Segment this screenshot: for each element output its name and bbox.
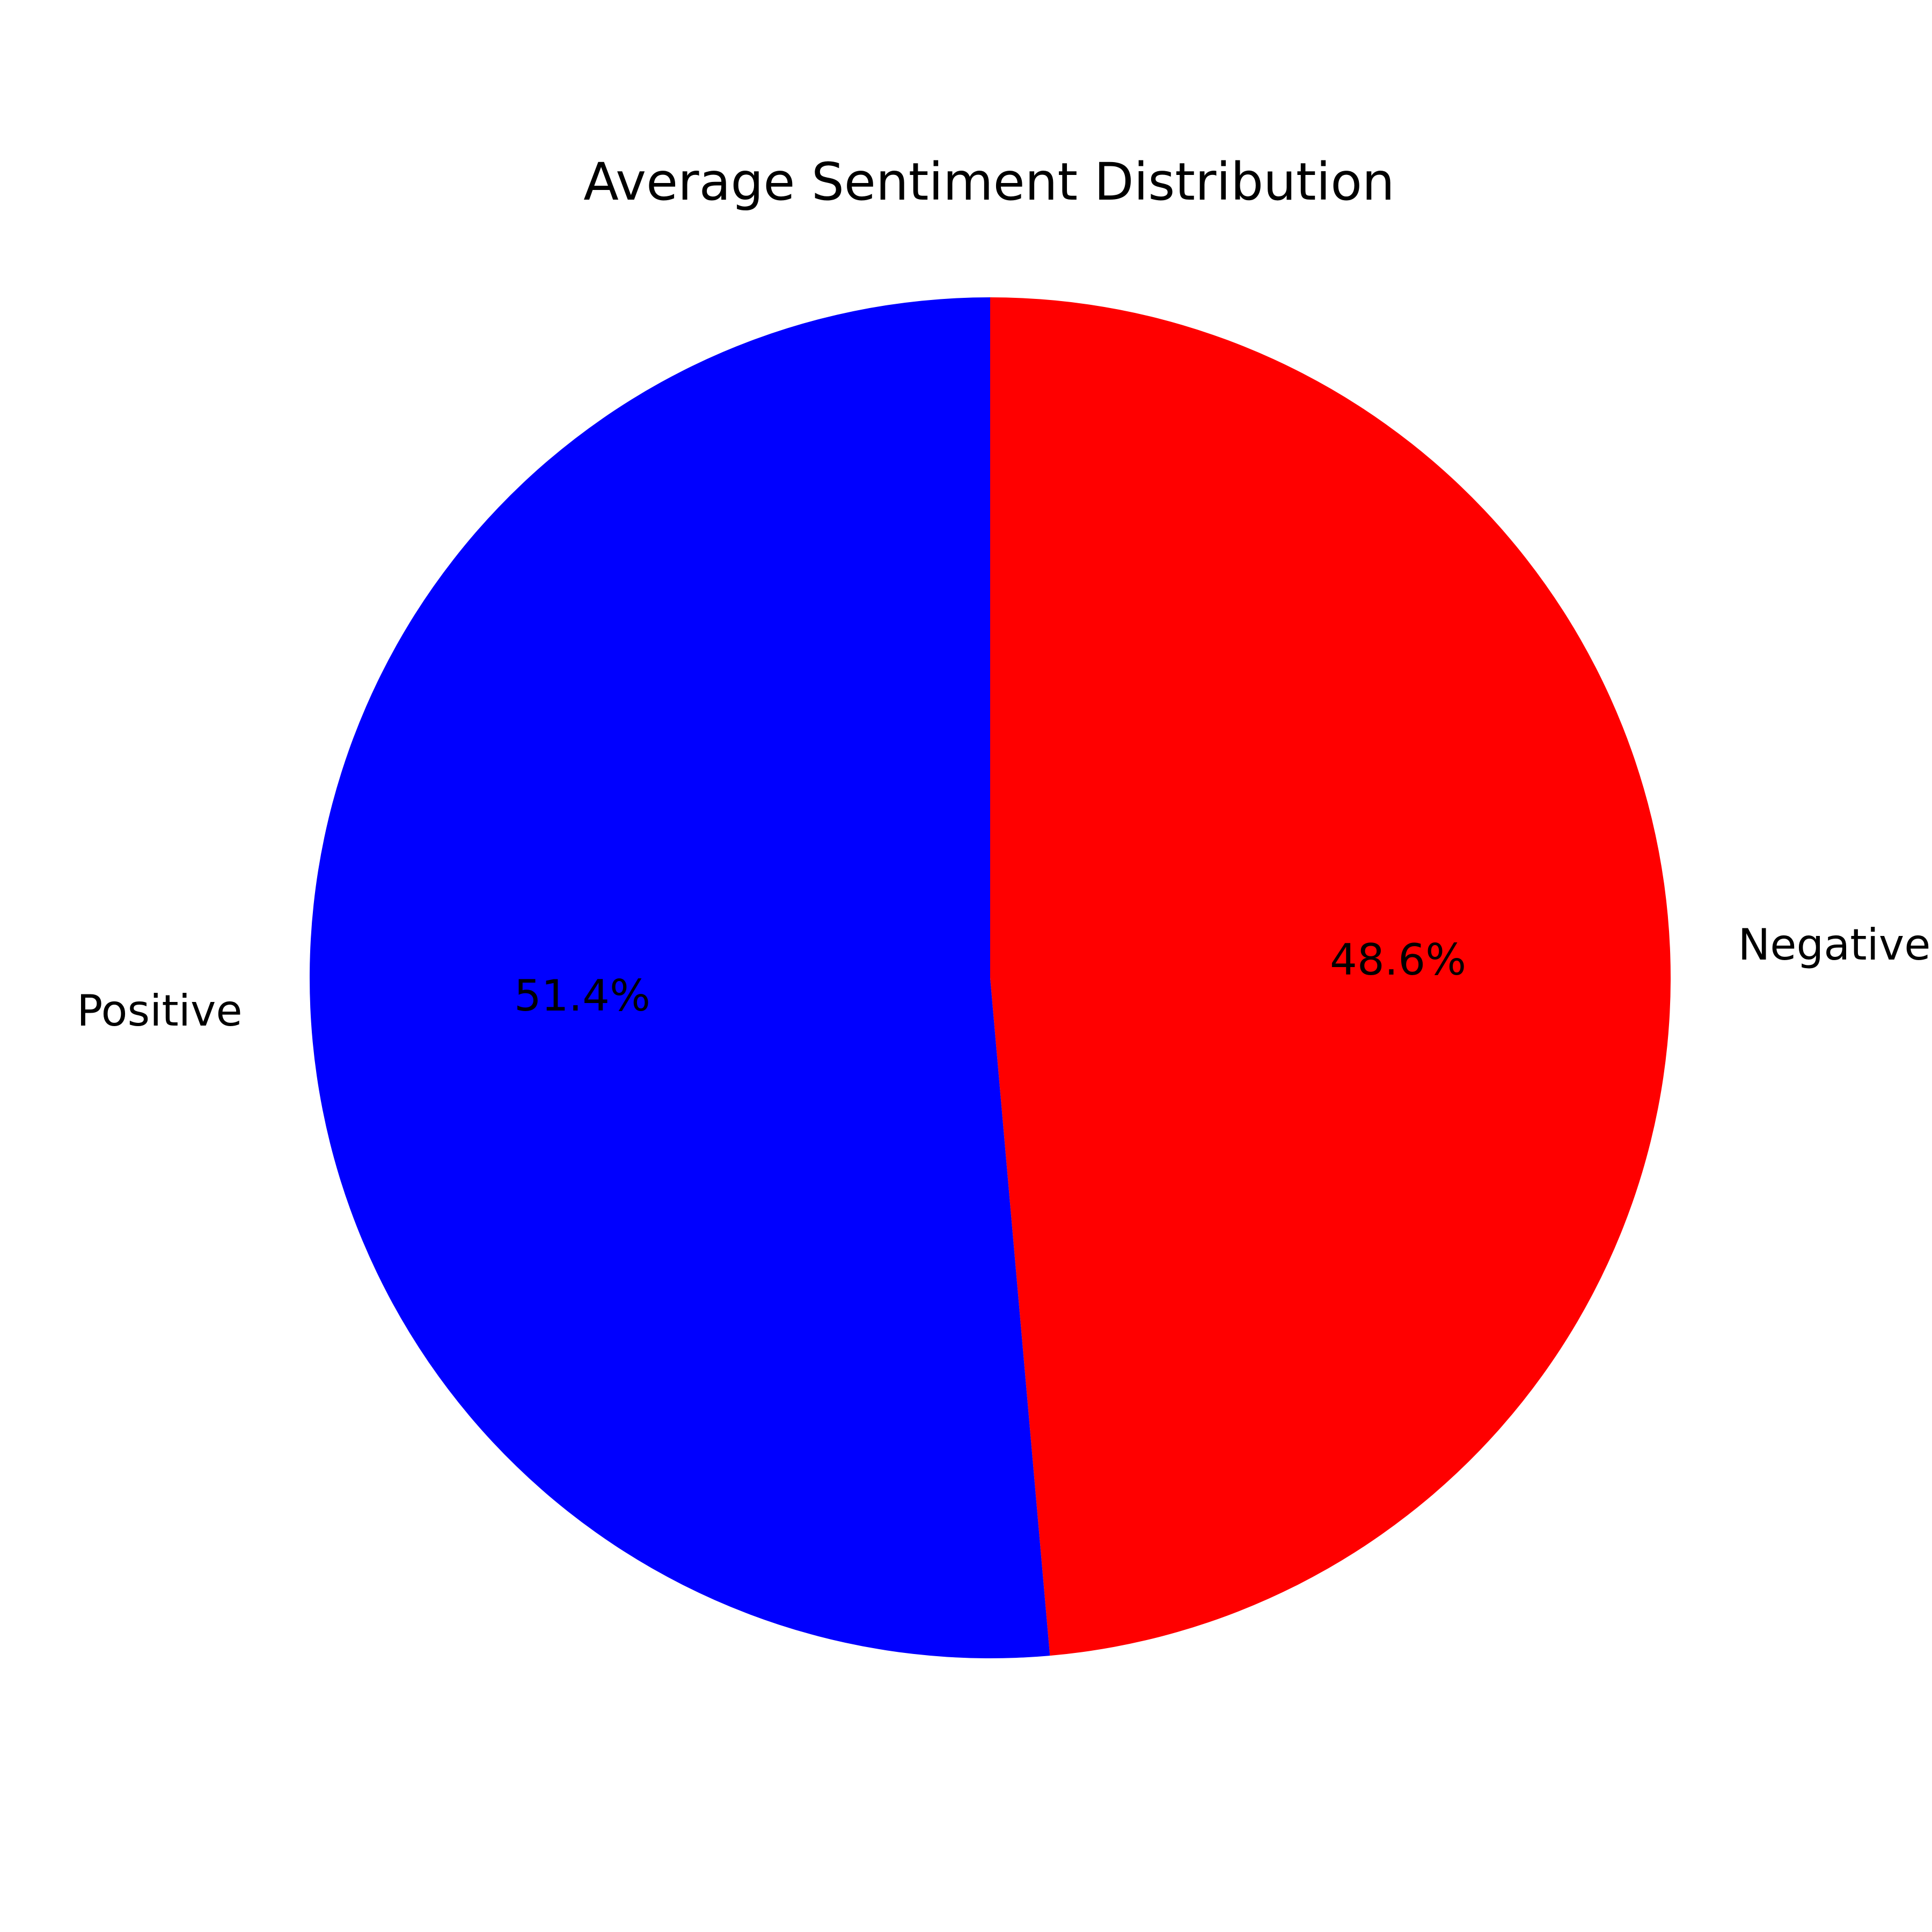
pie-pct-label-negative: 48.6% [1330, 935, 1466, 985]
pie-slice-negative [990, 297, 1671, 1656]
pie-slice-positive [310, 297, 1050, 1658]
pie-slices [310, 297, 1671, 1658]
chart-title: Average Sentiment Distribution [583, 152, 1395, 212]
pie-category-label-negative: Negative [1738, 920, 1930, 970]
pie-labels: 48.6% Negative 51.4% Positive [77, 920, 1930, 1036]
pie-pct-label-positive: 51.4% [514, 971, 650, 1021]
pie-category-label-positive: Positive [77, 986, 242, 1036]
